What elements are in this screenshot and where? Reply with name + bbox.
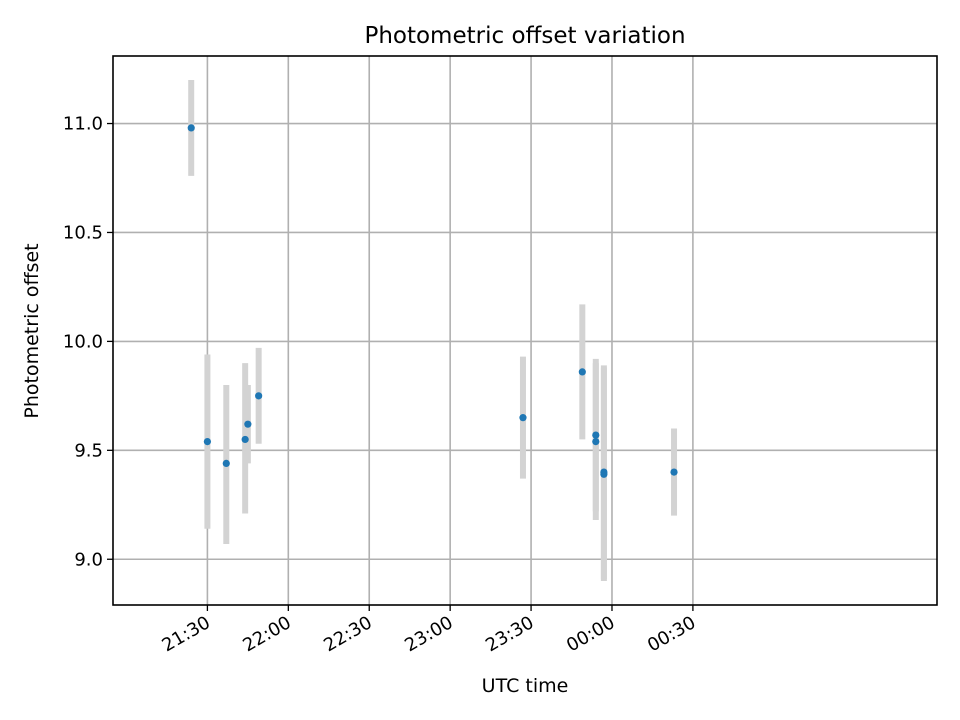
x-tick-label: 23:00 — [401, 612, 456, 656]
data-point — [592, 431, 600, 439]
y-tick-label: 10.0 — [63, 331, 103, 352]
data-point — [187, 124, 195, 132]
x-axis-ticks: 21:30 22:00 22:30 23:00 23:30 00:00 00:30 — [158, 605, 699, 656]
data-point — [670, 468, 678, 476]
y-tick-label: 9.0 — [74, 549, 103, 570]
y-tick-label: 10.5 — [63, 222, 103, 243]
x-tick-label: 22:30 — [320, 612, 375, 656]
data-point — [592, 438, 600, 446]
error-bars — [188, 79, 678, 582]
data-point — [600, 470, 608, 478]
y-axis-ticks: 9.0 9.5 10.0 10.5 11.0 — [63, 114, 113, 570]
x-tick-label: 00:30 — [644, 612, 699, 656]
y-tick-label: 11.0 — [63, 114, 103, 135]
x-tick-label: 00:00 — [563, 612, 618, 656]
data-point — [519, 414, 527, 422]
x-tick-label: 23:30 — [482, 612, 537, 656]
chart-title: Photometric offset variation — [364, 23, 685, 49]
grid — [113, 56, 937, 605]
data-point — [222, 459, 230, 467]
plot-frame — [112, 55, 938, 606]
data-point — [578, 368, 586, 376]
y-tick-label: 9.5 — [74, 440, 103, 461]
data-point — [203, 438, 212, 446]
x-axis-title: UTC time — [482, 675, 569, 697]
y-axis-title: Photometric offset — [21, 243, 43, 418]
data-point — [255, 392, 263, 400]
data-point — [244, 420, 252, 428]
data-point — [241, 435, 249, 444]
x-tick-label: 21:30 — [158, 612, 213, 656]
x-tick-label: 22:00 — [239, 612, 294, 656]
data-points — [187, 124, 678, 478]
